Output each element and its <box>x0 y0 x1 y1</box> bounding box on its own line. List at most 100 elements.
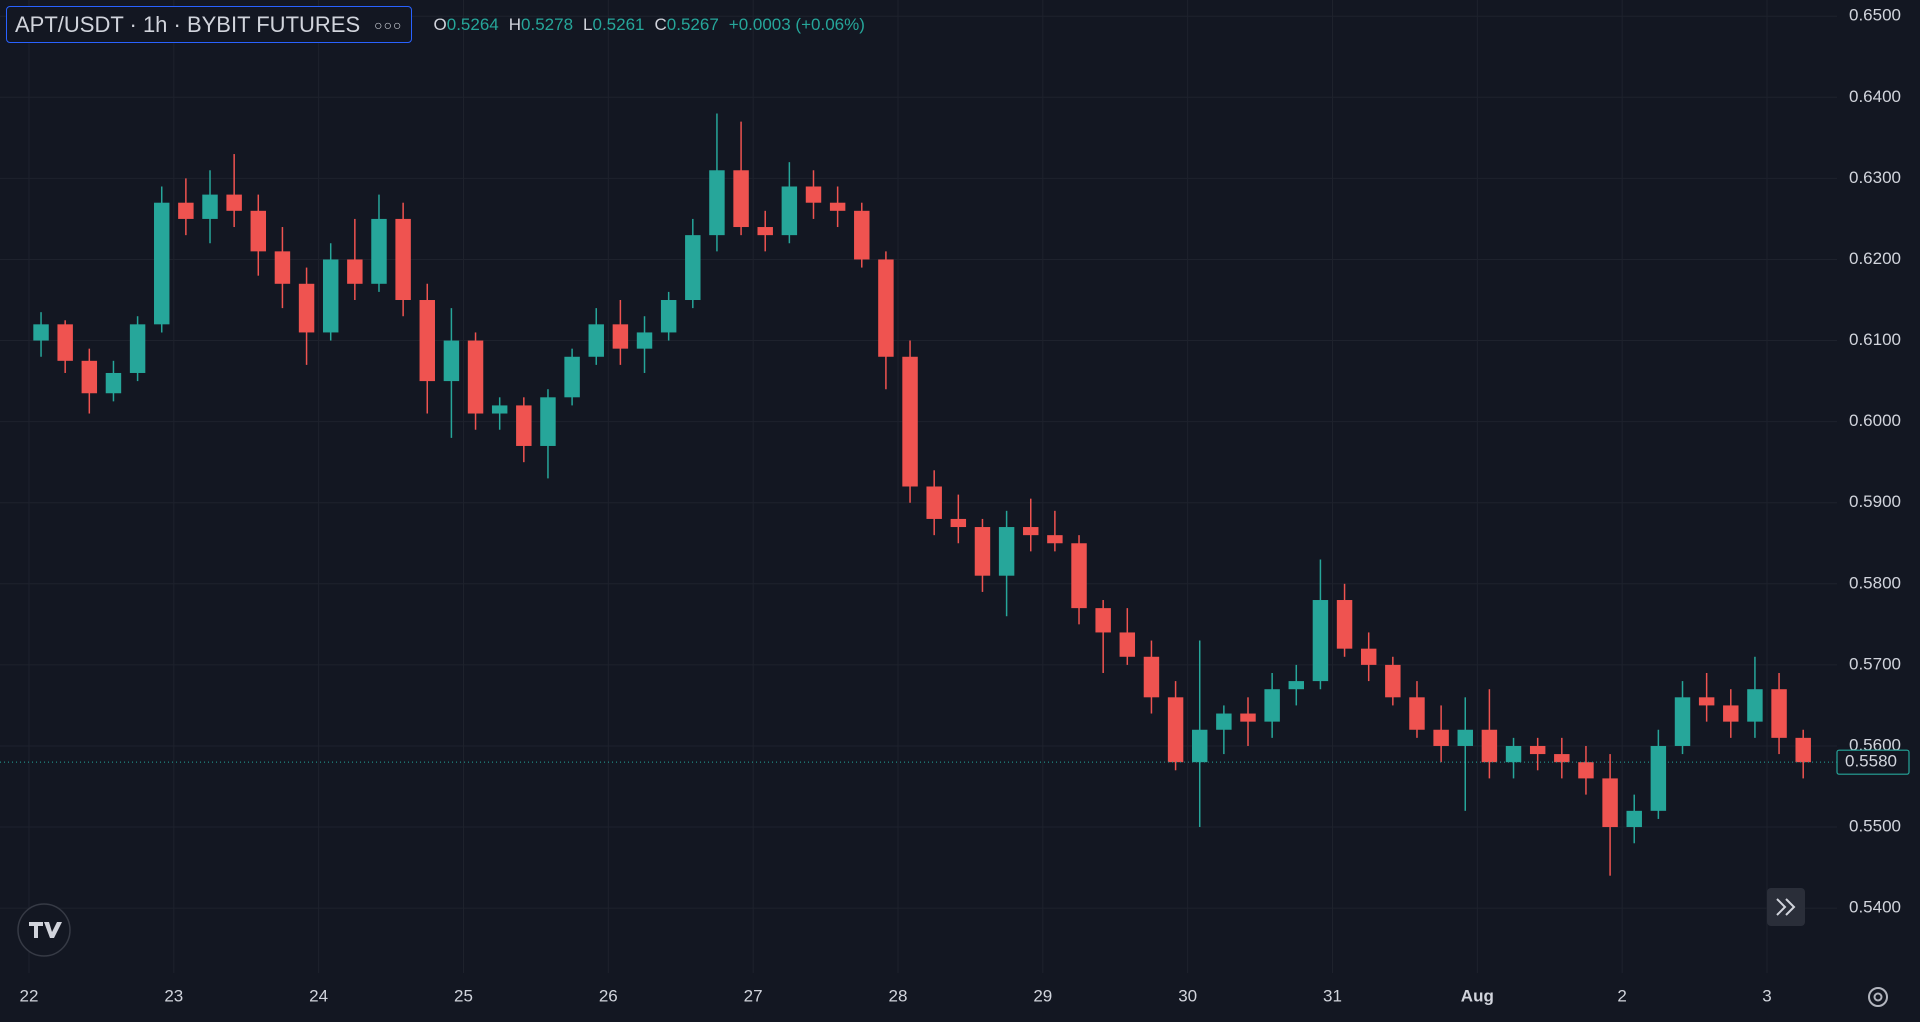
candle-body <box>1095 608 1111 633</box>
candle-body <box>129 324 146 373</box>
more-menu[interactable]: ○○○ <box>374 16 403 33</box>
ohlc-item: H0.5278 <box>509 15 573 35</box>
candle-body <box>1433 729 1449 746</box>
last-price-label: 0.5580 <box>1845 752 1897 771</box>
scroll-button[interactable] <box>1767 888 1805 926</box>
x-tick-label: 24 <box>309 986 328 1005</box>
last-price-box <box>1836 749 1910 775</box>
candle-body <box>1071 543 1087 609</box>
candle-body <box>950 518 967 528</box>
candle-body <box>1312 600 1329 682</box>
candle-body <box>1191 729 1208 763</box>
candle-body <box>636 332 653 349</box>
candle-body <box>347 259 363 284</box>
candle-body <box>1023 527 1039 536</box>
ohlc-item: O0.5264 <box>434 15 499 35</box>
x-tick-label: 30 <box>1178 986 1197 1005</box>
x-tick-label: 26 <box>599 986 618 1005</box>
candle-body <box>1216 713 1232 730</box>
candle-body <box>612 324 629 349</box>
ohlc-key: L <box>583 14 593 34</box>
legend: APT/USDT · 1h · BYBIT FUTURES ○○○ O0.526… <box>6 6 865 43</box>
y-tick-label: 0.5700 <box>1849 654 1901 673</box>
candle-body <box>395 218 411 301</box>
candle-body <box>1795 737 1811 763</box>
x-tick-label: 23 <box>164 986 183 1005</box>
y-tick-label: 0.5500 <box>1849 817 1901 836</box>
candle-body <box>660 300 677 333</box>
candle-body <box>1578 762 1594 779</box>
candle-body <box>250 210 267 252</box>
candle-body <box>1674 697 1691 746</box>
x-tick-label: 25 <box>454 986 473 1005</box>
candle-body <box>588 324 604 357</box>
x-tick-label: 31 <box>1323 986 1342 1005</box>
x-tick-label: 27 <box>744 986 763 1005</box>
ohlc-value: 0.5264 <box>446 14 499 34</box>
candle-body <box>1771 689 1787 738</box>
candle-body <box>829 202 846 211</box>
candle-body <box>202 194 218 219</box>
candle-body <box>998 527 1015 576</box>
candle-body <box>685 235 701 301</box>
candle-body <box>443 340 460 382</box>
candle-body <box>757 227 773 236</box>
candle-body <box>1336 600 1353 649</box>
candle-body <box>154 202 170 325</box>
candle-body <box>1481 729 1498 763</box>
x-tick-label: 29 <box>1033 986 1052 1005</box>
candle-body <box>491 405 508 414</box>
candle-body <box>33 324 49 341</box>
ohlc-change: +0.0003 (+0.06%) <box>728 14 865 34</box>
candle-body <box>878 259 894 357</box>
candle-body <box>516 405 532 446</box>
candle-body <box>1602 778 1618 828</box>
candle-body <box>1457 729 1473 746</box>
candle-body <box>733 170 749 228</box>
symbol-box[interactable]: APT/USDT · 1h · BYBIT FUTURES ○○○ <box>6 6 412 43</box>
candle-body <box>226 194 242 211</box>
y-tick-label: 0.6300 <box>1849 168 1901 187</box>
ohlc-key: O <box>433 14 447 34</box>
candle-body <box>1240 713 1256 722</box>
y-tick-label: 0.6200 <box>1849 249 1901 268</box>
candle-body <box>1747 689 1763 722</box>
x-tick-label: 3 <box>1762 986 1771 1005</box>
candle-body <box>1723 705 1739 722</box>
candle-body <box>540 397 556 446</box>
candle-body <box>298 283 315 333</box>
candle-body <box>57 324 73 361</box>
ohlc-item: L0.5261 <box>583 15 644 35</box>
candle-body <box>1119 632 1136 657</box>
candle-body <box>1288 681 1305 690</box>
candle-body <box>926 486 942 519</box>
ohlc-value: 0.5261 <box>592 14 645 34</box>
candle-body <box>1047 535 1063 544</box>
grid <box>0 0 1837 973</box>
ohlc-key: H <box>508 14 522 34</box>
candle-body <box>805 186 822 203</box>
candle-body <box>1167 697 1184 763</box>
candle-body <box>1143 656 1160 698</box>
axes: 0.54000.55000.56000.57000.58000.59000.60… <box>0 6 1910 1005</box>
candle-body <box>1529 745 1546 755</box>
candle-body <box>974 527 991 576</box>
candle-body <box>419 300 435 382</box>
candle-body <box>1360 648 1377 665</box>
candle-body <box>81 360 98 394</box>
settings-button[interactable] <box>1868 987 1888 1007</box>
x-tick-label: 22 <box>20 986 39 1005</box>
candle-body <box>371 218 387 284</box>
candle-body <box>1505 745 1522 763</box>
candle-body <box>902 356 918 487</box>
y-tick-label: 0.6400 <box>1849 87 1901 106</box>
logo <box>17 903 71 957</box>
candle-body <box>1385 664 1401 698</box>
y-tick-label: 0.6500 <box>1849 6 1901 25</box>
candles <box>33 113 1811 876</box>
candle-body <box>105 372 122 394</box>
candle-body <box>1554 754 1570 763</box>
candle-body <box>781 186 798 236</box>
